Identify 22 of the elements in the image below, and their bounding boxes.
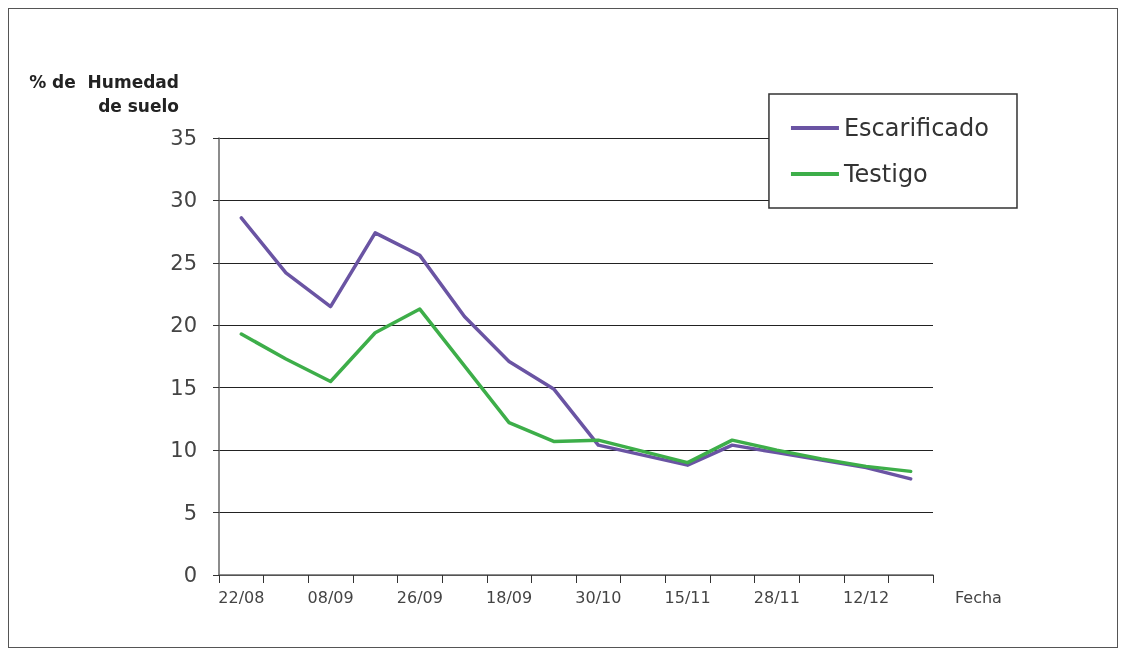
x-tick-label: 22/08 bbox=[218, 587, 265, 607]
y-tick-label: 35 bbox=[170, 126, 197, 150]
x-tick-label: 18/09 bbox=[486, 587, 533, 607]
y-tick-label: 0 bbox=[183, 563, 197, 587]
x-tick-label: 28/11 bbox=[753, 587, 800, 607]
x-tick-label: 26/09 bbox=[396, 587, 443, 607]
x-tick-label: 30/10 bbox=[575, 587, 622, 607]
y-tick-label: 5 bbox=[183, 500, 197, 525]
y-tick-label: 20 bbox=[170, 313, 197, 338]
x-axis-title: Fecha bbox=[955, 587, 1002, 607]
y-tick-label: 25 bbox=[170, 250, 197, 275]
line-series bbox=[239, 216, 913, 481]
line-series bbox=[239, 307, 913, 474]
legend-label: Testigo bbox=[842, 160, 928, 188]
y-tick-label: 10 bbox=[170, 438, 197, 463]
x-tick-label: 12/12 bbox=[843, 587, 890, 607]
y-axis-title: % de Humedad de suelo bbox=[29, 72, 179, 116]
y-tick-label: 30 bbox=[170, 188, 197, 213]
y-tick-label: 15 bbox=[170, 375, 197, 400]
x-tick-label: 15/11 bbox=[664, 587, 711, 607]
legend-label: Escarificado bbox=[843, 114, 989, 142]
x-tick-label: 08/09 bbox=[307, 587, 354, 607]
